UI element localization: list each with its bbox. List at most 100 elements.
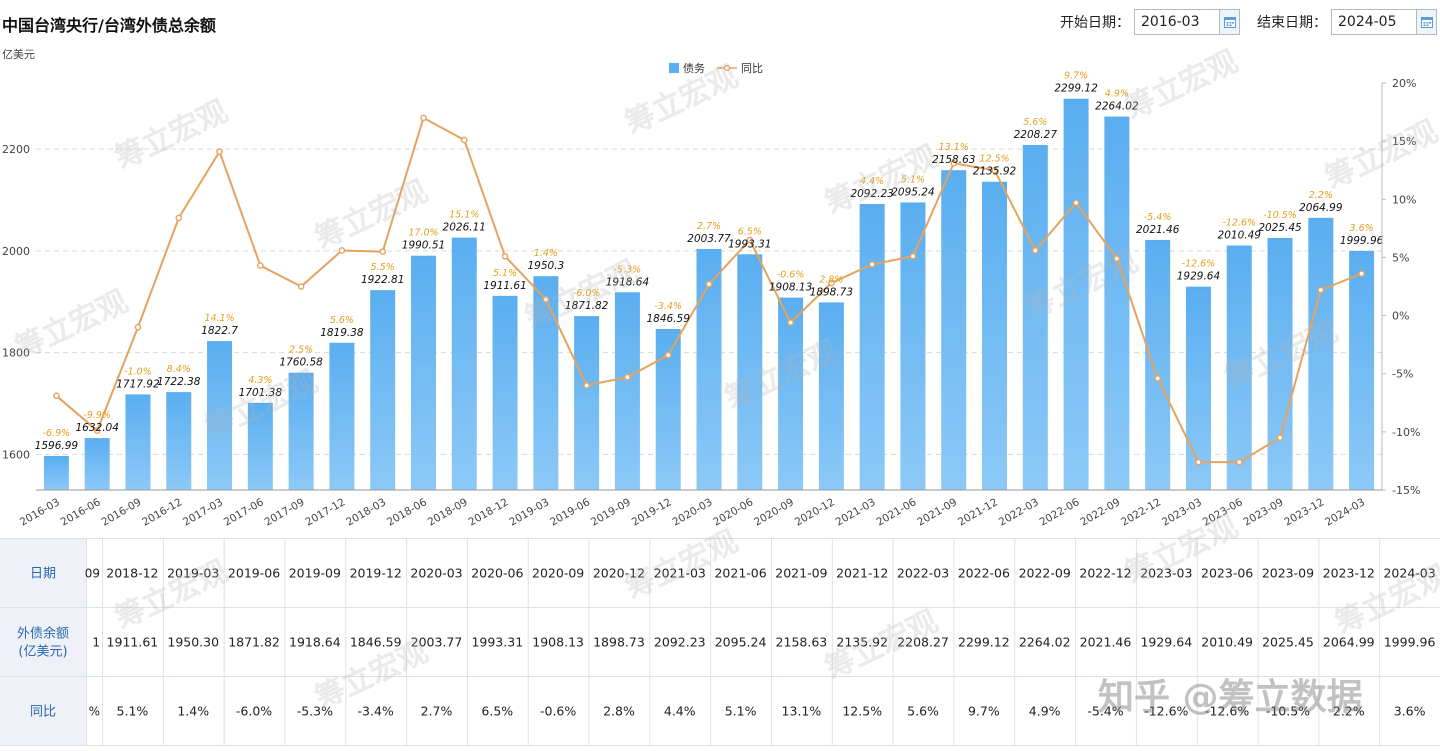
table-cell: -3.4% [358,704,394,719]
x-axis-tick-label: 2019-06 [548,496,592,528]
bar [1104,116,1130,490]
table-cell: 3.6% [1394,704,1426,719]
yoy-value-label: 5.6% [1023,117,1047,128]
table-row-header: 日期 [30,567,56,582]
x-axis-tick-label: 2023-03 [1160,496,1204,528]
bar [533,276,559,490]
table-cell: 2135.92 [836,635,888,650]
legend-bar-swatch[interactable] [669,63,679,73]
bar-value-label: 1918.64 [606,276,649,288]
bar [166,392,192,490]
table-cell: 2018-12 [106,566,158,581]
bar [1308,217,1334,490]
table-cell: 1929.64 [1140,635,1192,650]
table-cell: 2064.99 [1323,635,1375,650]
legend-bar-label[interactable]: 债务 [683,62,705,75]
zhihu-credit: 知乎 @筹立数据 [1098,677,1363,718]
table-cell: 2020-06 [471,566,523,581]
legend-line-label[interactable]: 同比 [741,62,763,75]
start-date-label: 开始日期： [1060,15,1130,31]
bar [1145,239,1171,490]
table-cell: 1908.13 [532,635,584,650]
table-cell: 2020-12 [593,566,645,581]
yoy-point [216,148,223,155]
x-axis-tick-label: 2021-03 [834,496,878,528]
calendar-icon[interactable] [1417,9,1437,35]
table-cell: -6.0% [236,704,272,719]
yoy-point [828,279,835,287]
bar [1185,286,1211,490]
bar-layer [43,98,1375,491]
table-cell: 2020-03 [410,566,462,581]
yoy-value-label: 9.7% [1064,71,1088,82]
bar-value-label: 2021.46 [1136,224,1180,236]
table-cell: 2021-06 [714,566,766,581]
legend-line-swatch[interactable] [717,63,737,73]
left-axis-unit: 亿美元 [2,48,35,61]
table-cell: 2020-09 [532,566,584,581]
table-cell: 1.4% [177,704,209,719]
table-cell: 2021-09 [775,566,827,581]
bar [1349,250,1375,490]
table-cell: 2.7% [421,704,453,719]
line-layer [53,114,1365,466]
bar-value-label: 1596.99 [35,440,79,452]
table-cell: 2019-12 [350,566,402,581]
yoy-point [93,427,101,434]
bar-value-label: 2003.77 [687,233,731,245]
x-axis-tick-label: 2019-09 [589,496,633,528]
bar-value-label: 2264.02 [1095,101,1139,113]
yoy-point [664,351,672,359]
bar [410,255,436,490]
yoy-value-label: 17.0% [408,228,438,239]
yoy-point [909,252,917,260]
yoy-point [991,166,998,174]
bar-value-label: 1846.59 [647,313,691,325]
table-cell: -0.6% [540,704,576,719]
bar-value-label: 2095.24 [891,186,934,198]
bar [370,290,396,490]
table-cell: 2022-06 [958,566,1010,581]
yoy-value-label: 1.4% [534,248,558,259]
table-cell: 2021-03 [654,566,706,581]
table-header-column [0,538,86,745]
bar [818,302,844,490]
yoy-point [1072,199,1080,207]
yoy-value-label: 6.5% [738,226,762,237]
x-axis-tick-label: 2017-06 [222,496,266,528]
yoy-value-label: 13.1% [939,142,969,153]
bar-value-label: 1871.82 [565,300,609,312]
x-axis-tick-label: 2020-06 [711,496,755,528]
table-cell: -12.6% [1144,704,1188,719]
end-date-label: 结束日期： [1257,15,1327,31]
yoy-point [338,247,346,254]
table-cell: -5.4% [1087,704,1123,719]
yoy-value-label: 4.3% [248,375,272,386]
table-cell: 2019-06 [228,566,280,581]
bar-value-label: 2299.12 [1054,83,1098,95]
table-cell: 2264.02 [1019,635,1071,650]
yoy-point [705,280,713,288]
x-axis-tick-label: 2017-09 [263,496,307,528]
x-axis-tick-label: 2021-09 [915,496,959,528]
x-axis-tick-label: 2024-03 [1323,496,1367,528]
table-cell: 2023-06 [1201,566,1253,581]
table-cell: 4.9% [1029,704,1061,719]
yoy-value-label: 12.5% [979,154,1009,165]
yoy-value-label: 5.1% [493,268,517,279]
yoy-value-label: 3.6% [1350,223,1374,234]
bar [859,203,885,490]
table-cell: -12.6% [1205,704,1249,719]
calendar-icon[interactable] [1220,9,1240,35]
start-date-input[interactable] [1134,9,1220,35]
bar [451,237,477,490]
end-date-input[interactable] [1331,9,1417,35]
bar [982,181,1008,490]
bar [43,455,69,490]
table-cell: 4.4% [664,704,696,719]
right-axis-tick-label: 10% [1392,193,1416,206]
table-cell: 2019-03 [167,566,219,581]
x-axis-tick-label: 2017-03 [181,496,225,528]
yoy-point [53,392,60,400]
